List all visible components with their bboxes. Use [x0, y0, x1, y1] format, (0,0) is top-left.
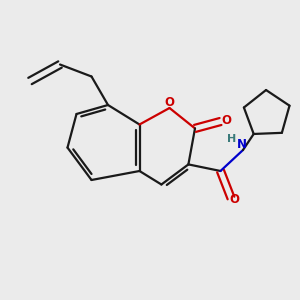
- Text: H: H: [227, 134, 236, 144]
- Text: N: N: [236, 138, 247, 151]
- Text: O: O: [164, 96, 175, 109]
- Text: O: O: [230, 193, 240, 206]
- Text: O: O: [221, 113, 231, 127]
